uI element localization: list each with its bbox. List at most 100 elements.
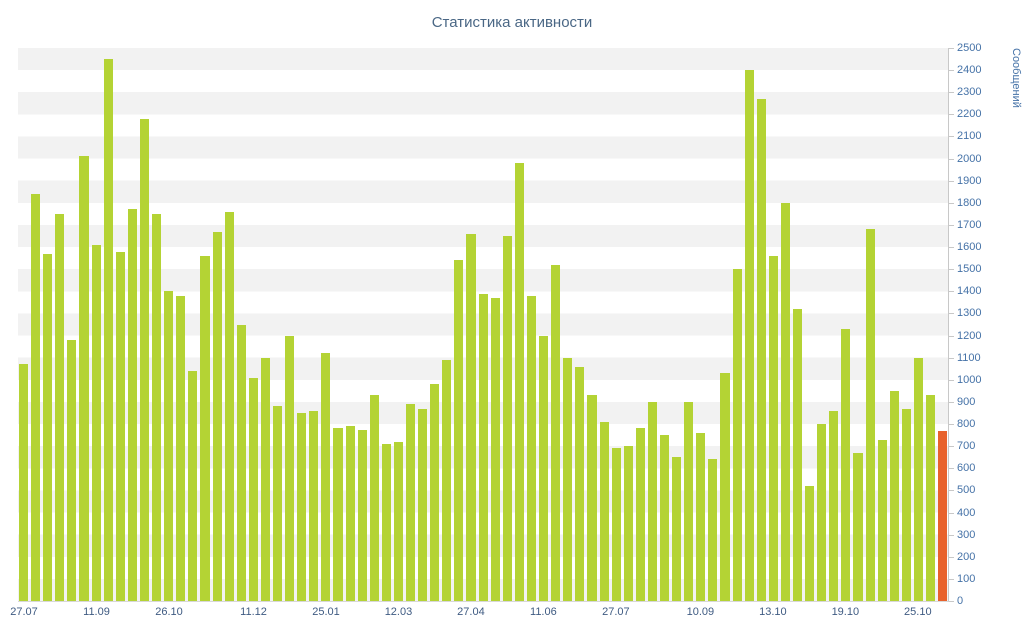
y-axis-label: 2100 (957, 130, 982, 143)
bar[interactable] (623, 446, 633, 601)
y-axis-tick (949, 401, 954, 403)
bar[interactable] (853, 452, 863, 601)
bar-highlighted[interactable] (938, 430, 948, 601)
bar[interactable] (708, 459, 718, 601)
bar[interactable] (756, 98, 766, 601)
y-axis-tick (949, 556, 954, 558)
bar[interactable] (200, 255, 210, 601)
bar[interactable] (744, 70, 754, 601)
bar[interactable] (635, 428, 645, 601)
bar[interactable] (454, 260, 464, 601)
bar[interactable] (393, 441, 403, 601)
bar[interactable] (720, 373, 730, 601)
bar[interactable] (406, 404, 416, 601)
bar[interactable] (611, 448, 621, 601)
bar[interactable] (889, 390, 899, 601)
bar[interactable] (684, 401, 694, 601)
bar[interactable] (793, 309, 803, 601)
bar[interactable] (297, 412, 307, 601)
y-axis-label: 800 (957, 418, 976, 431)
bar[interactable] (478, 293, 488, 601)
bar[interactable] (31, 194, 41, 601)
bar[interactable] (212, 231, 222, 601)
bar[interactable] (647, 401, 657, 601)
bar[interactable] (877, 439, 887, 601)
bar[interactable] (829, 410, 839, 601)
y-axis-tick (949, 70, 954, 72)
bar[interactable] (901, 408, 911, 601)
y-axis-label: 2400 (957, 64, 982, 77)
bar[interactable] (188, 370, 198, 601)
bar[interactable] (502, 236, 512, 601)
bar[interactable] (514, 163, 524, 601)
bar[interactable] (127, 209, 137, 601)
y-axis-tick (949, 224, 954, 226)
y-axis-labels: 0 100 200 300 400 500 600 700 800 900 1000 1100 1200… (949, 42, 997, 607)
bar[interactable] (768, 255, 778, 601)
y-axis-tick (949, 601, 954, 602)
bar[interactable] (599, 421, 609, 601)
bar[interactable] (430, 384, 440, 601)
bar[interactable] (913, 357, 924, 601)
bar[interactable] (575, 366, 585, 601)
bar[interactable] (55, 213, 65, 601)
bar[interactable] (817, 424, 827, 601)
y-axis-label: 600 (957, 462, 976, 475)
y-axis-label: 2000 (957, 152, 982, 165)
bar[interactable] (659, 435, 670, 601)
bar[interactable] (285, 335, 295, 601)
x-axis-label: 27.07 (10, 606, 38, 618)
y-axis-tick (949, 180, 954, 182)
bar[interactable] (369, 395, 379, 601)
bar[interactable] (260, 357, 270, 601)
bar[interactable] (466, 233, 476, 601)
bar[interactable] (442, 359, 452, 601)
y-axis-tick (949, 424, 954, 426)
bar[interactable] (526, 295, 537, 601)
y-axis-tick (949, 202, 954, 204)
bar[interactable] (43, 253, 53, 601)
bar[interactable] (539, 335, 549, 601)
bar[interactable] (587, 395, 597, 601)
bar[interactable] (345, 426, 355, 601)
bar[interactable] (563, 357, 573, 601)
bar[interactable] (357, 429, 367, 601)
bar[interactable] (805, 485, 815, 601)
bar[interactable] (490, 297, 500, 601)
y-axis-tick (949, 136, 954, 138)
bar[interactable] (115, 251, 125, 601)
bar[interactable] (224, 211, 234, 601)
bar[interactable] (841, 328, 851, 601)
x-axis-label: 26.10 (155, 606, 183, 618)
bar[interactable] (152, 213, 162, 601)
bar[interactable] (732, 269, 742, 601)
bar[interactable] (19, 364, 29, 601)
bar[interactable] (236, 324, 246, 601)
x-axis-label: 10.09 (686, 606, 715, 618)
x-axis-label: 25.10 (904, 606, 932, 618)
bar[interactable] (91, 244, 101, 601)
bar[interactable] (272, 406, 283, 601)
bar[interactable] (865, 229, 875, 601)
bar[interactable] (780, 202, 790, 601)
bar[interactable] (926, 395, 936, 601)
bar[interactable] (381, 443, 391, 601)
bar[interactable] (418, 408, 428, 601)
bar[interactable] (176, 295, 186, 601)
bar[interactable] (67, 339, 77, 601)
chart-title: Статистика активности (431, 14, 593, 31)
bar[interactable] (309, 410, 319, 601)
bar[interactable] (551, 264, 561, 601)
y-axis-tick (949, 92, 954, 94)
bar[interactable] (139, 118, 150, 601)
bar[interactable] (79, 156, 89, 601)
bar[interactable] (248, 377, 258, 601)
bar[interactable] (672, 457, 682, 601)
y-axis-tick (949, 468, 954, 470)
x-axis-label: 25.01 (312, 606, 340, 618)
bar[interactable] (103, 59, 113, 601)
bar[interactable] (333, 428, 343, 601)
bar[interactable] (321, 353, 331, 601)
bar[interactable] (696, 432, 706, 601)
bar[interactable] (164, 291, 174, 601)
